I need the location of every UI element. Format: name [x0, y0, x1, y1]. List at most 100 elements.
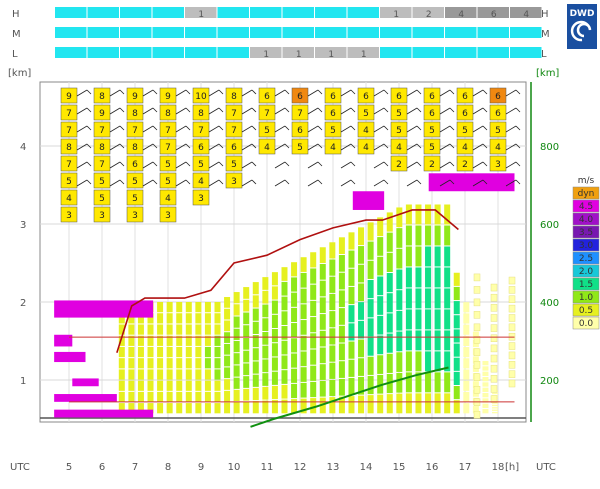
wind-column-segment: [195, 391, 202, 403]
wind-barb-flag: [218, 125, 224, 131]
wind-column-segment: [243, 337, 250, 350]
wind-barb: [505, 143, 517, 151]
cloud-top-cell: [291, 138, 309, 155]
wind-column-segment: [252, 361, 259, 374]
wind-column-segment: [338, 290, 345, 308]
wind-column-segment: [147, 391, 154, 403]
wind-column-segment: [463, 391, 470, 403]
magenta-bars: [54, 173, 515, 418]
wind-column-segment: [300, 398, 307, 414]
wind-barb: [472, 125, 484, 133]
wind-column-segment: [444, 372, 451, 393]
x-tick: 10: [228, 462, 241, 473]
cloud-cell: [477, 27, 509, 38]
wind-column-segment: [128, 380, 135, 391]
wind-column-segment: [492, 409, 499, 411]
cloud-top-value: 8: [132, 109, 138, 119]
wind-barb-flag: [152, 179, 158, 185]
cloud-top-value: 5: [462, 126, 468, 136]
cloud-cell-value: 1: [361, 50, 367, 60]
wind-column-segment: [367, 318, 374, 337]
x-tick: 18: [492, 462, 505, 473]
wind-column-segment: [243, 376, 250, 388]
low-wind-cell: [490, 334, 498, 343]
low-wind-cell: [508, 323, 516, 332]
wind-barb-flag: [152, 161, 158, 167]
cloud-top-value: 6: [462, 109, 468, 119]
wind-barb-flag: [251, 143, 257, 149]
cloud-top-value: 6: [297, 126, 303, 136]
wind-column-segment: [425, 393, 432, 414]
cloud-top-value: 7: [165, 126, 171, 136]
cloud-top-value: 7: [66, 160, 72, 170]
wind-column-segment: [271, 343, 278, 357]
cloud-row-label-right: L: [541, 49, 547, 60]
wind-barb: [472, 143, 484, 151]
wind-column-segment: [166, 369, 173, 380]
legend-label: 2.0: [579, 267, 594, 277]
low-wind-cell: [473, 410, 481, 419]
magenta-bar: [54, 300, 154, 318]
cloud-top-value: 9: [132, 92, 138, 102]
wind-column-segment: [118, 369, 125, 380]
cloud-top-value: 9: [165, 92, 171, 102]
low-wind-cell: [473, 373, 481, 382]
wind-barb: [241, 161, 253, 169]
wind-column-segment: [137, 313, 144, 324]
wind-column-segment: [291, 323, 298, 338]
x-axis-label-left: UTC: [10, 462, 30, 473]
cloud-top-value: 6: [264, 92, 270, 102]
wind-barb-flag: [350, 89, 356, 95]
wind-column-segment: [425, 372, 432, 393]
green-line: [250, 366, 449, 428]
wind-column-segment: [281, 340, 288, 355]
wind-column-segment: [243, 350, 250, 363]
cloud-top-cell: [93, 206, 111, 223]
wind-barb: [208, 161, 220, 169]
cloud-cell: [87, 47, 119, 58]
wind-column-segment: [185, 391, 192, 403]
cloud-cell: [445, 7, 477, 18]
wind-column-segment: [377, 276, 384, 296]
wind-column-segment: [118, 391, 125, 403]
x-axis-unit: [h]: [505, 462, 519, 473]
cloud-top-cell: [60, 206, 78, 223]
cloud-top-cell: [159, 138, 177, 155]
cloud-top-cell: [192, 104, 210, 121]
wind-barb: [406, 125, 418, 133]
wind-column-segment: [271, 314, 278, 329]
wind-column-segment: [243, 287, 250, 299]
cloud-cell: [510, 27, 542, 38]
cloud-top-columns: 9 7 7 8 7 5 4 3 8 9 7 8 7 5 5 3 9 8 7 8 6 5 5 3 9 8 7 7 5 5 4 3 10 8 7 6 5 4 3…: [60, 87, 521, 223]
wind-column-segment: [233, 292, 240, 304]
wind-column-segment: [281, 296, 288, 311]
wind-barb: [241, 107, 253, 115]
cloud-top-value: 7: [66, 126, 72, 136]
cloud-top-cell: [159, 206, 177, 223]
wind-barb: [142, 143, 154, 151]
wind-column-segment: [195, 380, 202, 391]
wind-column-segment: [204, 335, 211, 346]
wind-barb-flag: [416, 143, 422, 149]
cloud-top-value: 6: [495, 92, 501, 102]
wind-barb-flag: [515, 179, 521, 185]
cloud-top-value: 5: [231, 160, 237, 170]
wind-barb: [274, 107, 286, 115]
cloud-top-cell: [291, 104, 309, 121]
wind-column-segment: [425, 330, 432, 351]
cloud-top-cell: [225, 87, 243, 104]
cloud-cell: [217, 27, 249, 38]
cloud-top-value: 7: [264, 109, 270, 119]
wind-column-segment: [128, 346, 135, 358]
wind-column-segment: [463, 380, 470, 391]
wind-column-segment: [463, 358, 470, 369]
series-lines: [69, 209, 515, 428]
cloud-top-cell: [93, 155, 111, 172]
wind-column-segment: [252, 321, 259, 334]
cloud-cell: [152, 47, 184, 58]
wind-column-segment: [195, 346, 202, 358]
low-wind-cell: [508, 276, 516, 285]
cloud-cell: [412, 47, 444, 58]
wind-column-segment: [405, 351, 412, 372]
wind-column-segment: [472, 356, 479, 364]
